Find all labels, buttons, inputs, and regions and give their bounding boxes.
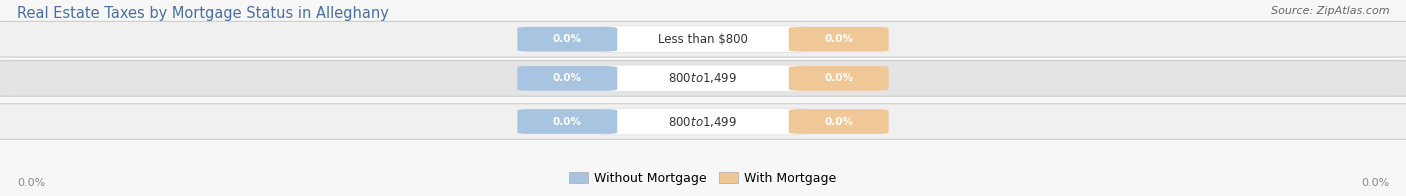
FancyBboxPatch shape: [517, 109, 617, 134]
Legend: Without Mortgage, With Mortgage: Without Mortgage, With Mortgage: [564, 167, 842, 190]
FancyBboxPatch shape: [789, 27, 889, 52]
Text: $800 to $1,499: $800 to $1,499: [668, 114, 738, 129]
FancyBboxPatch shape: [789, 109, 889, 134]
FancyBboxPatch shape: [0, 61, 1406, 96]
Text: Less than $800: Less than $800: [658, 33, 748, 46]
FancyBboxPatch shape: [600, 65, 806, 92]
FancyBboxPatch shape: [600, 26, 806, 53]
Text: Real Estate Taxes by Mortgage Status in Alleghany: Real Estate Taxes by Mortgage Status in …: [17, 6, 388, 21]
Text: 0.0%: 0.0%: [824, 73, 853, 83]
Text: Source: ZipAtlas.com: Source: ZipAtlas.com: [1271, 6, 1389, 16]
Text: 0.0%: 0.0%: [824, 116, 853, 127]
Text: $800 to $1,499: $800 to $1,499: [668, 71, 738, 85]
FancyBboxPatch shape: [789, 66, 889, 91]
Text: 0.0%: 0.0%: [1361, 178, 1389, 188]
Text: 0.0%: 0.0%: [553, 116, 582, 127]
FancyBboxPatch shape: [0, 104, 1406, 139]
FancyBboxPatch shape: [517, 27, 617, 52]
Text: 0.0%: 0.0%: [553, 34, 582, 44]
FancyBboxPatch shape: [600, 108, 806, 135]
Text: 0.0%: 0.0%: [553, 73, 582, 83]
FancyBboxPatch shape: [517, 66, 617, 91]
Text: 0.0%: 0.0%: [17, 178, 45, 188]
FancyBboxPatch shape: [0, 21, 1406, 57]
Text: 0.0%: 0.0%: [824, 34, 853, 44]
